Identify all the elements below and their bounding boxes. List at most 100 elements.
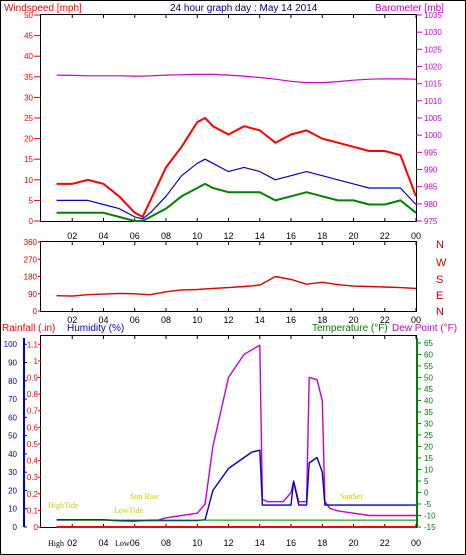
annotation-low-tide: LowTide [114,506,143,515]
y-tick-label: 35 [24,73,33,82]
rainfall-axis-ticks: 0 0.1 0.2 0.3 0.4 0.5 0.6 0.7 0.8 0.9 1 1.1 [27,340,41,532]
x-tick-label: 06 [130,231,140,241]
y-tick-label: 30 [24,93,33,102]
bottom-marker-low: Low [115,539,130,548]
y-tick-label: 985 [424,183,438,192]
y-tick-label: 0 [29,217,34,226]
y-tick-label: 1020 [424,63,442,72]
y-tick-label: 0.4 [27,457,39,466]
y-tick-label: 40 [24,52,33,61]
wind-direction-line [56,275,417,297]
y-tick-label: -5 [424,500,432,509]
wind-average-line [56,158,417,220]
y-tick-label: 360 [24,238,38,247]
y-tick-label: 270 [24,255,38,264]
x-tick-label: 12 [223,231,233,241]
y-tick-label: 990 [424,166,438,175]
y-tick-label: 1030 [424,28,442,37]
x-tick-label: 10 [192,231,202,241]
y-tick-label: 100 [4,340,18,349]
x-tick-label: 16 [286,538,296,548]
y-tick-label: 1015 [424,80,442,89]
x-tick-label: 22 [380,315,390,325]
y-tick-label: 35 [424,408,433,417]
wind-plot-area [40,14,417,222]
y-tick-label: 10 [24,176,33,185]
y-tick-label: -15 [424,523,436,532]
y-tick-label: 25 [24,114,33,123]
y-tick-label: 30 [424,419,433,428]
y-tick-label: 0 [33,307,38,316]
x-tick-label: 14 [255,538,265,548]
annotation-sun-set: SunSet [340,492,363,501]
x-tick-label: 08 [161,231,171,241]
x-tick-label: 22 [380,231,390,241]
bottom-tide-markers: High Low [48,539,130,548]
x-tick-label: 18 [317,538,327,548]
y-tick-label: 0.5 [27,440,39,449]
x-tick-label: 14 [255,315,265,325]
x-tick-label: 16 [286,315,296,325]
y-tick-label: 975 [424,217,438,226]
y-tick-label: 1005 [424,114,442,123]
barometer-line [56,73,417,84]
y-tick-label: 15 [424,454,433,463]
y-tick-label: 995 [424,148,438,157]
y-tick-label: 10 [8,505,17,514]
y-tick-label: 55 [424,362,433,371]
y-tick-label: 20 [424,442,433,451]
windspeed-label: Windspeed [mph] [4,3,82,14]
y-tick-label: 0.2 [27,490,39,499]
y-tick-label: 50 [8,432,17,441]
x-tick-label: 10 [192,315,202,325]
y-tick-label: 0.9 [27,374,39,383]
compass-label-n-top: N [436,239,444,251]
barometer-label: Barometer [mb] [375,3,444,14]
x-tick-label: 04 [98,315,108,325]
x-tick-label: 08 [161,315,171,325]
x-tick-label: 12 [223,315,233,325]
compass-label-n-bottom: N [436,306,444,318]
x-tick-label: 06 [130,538,140,548]
y-tick-label: 25 [424,431,433,440]
temperature-label: Temperature (°F) [312,323,388,334]
x-tick-label: 20 [348,231,358,241]
x-tick-label: 18 [317,231,327,241]
y-tick-label: 70 [8,395,17,404]
y-tick-label: 60 [8,413,17,422]
y-tick-label: 45 [424,385,433,394]
humidity-label: Humidity (%) [67,323,124,334]
compass-label-w: W [436,257,447,269]
y-tick-label: 15 [24,155,33,164]
y-tick-label: 5 [29,196,34,205]
windspeed-axis-ticks: 0 5 10 15 20 25 30 35 40 45 50 [24,11,40,226]
y-tick-label: 50 [24,11,33,20]
y-tick-label: 0.6 [27,423,39,432]
y-tick-label: 5 [424,477,429,486]
y-tick-label: 90 [28,290,37,299]
y-tick-label: 50 [424,373,433,382]
y-tick-label: 0 [34,523,39,532]
y-tick-label: 1025 [424,45,442,54]
compass-label-s: S [436,274,443,286]
wind-direction-plot-area [40,241,417,312]
wind-speed-line [56,182,417,222]
y-tick-label: 1035 [424,11,442,20]
annotation-high-tide: HighTide [48,501,79,510]
x-tick-label: 12 [223,538,233,548]
x-tick-label: 06 [130,315,140,325]
x-tick-label: 08 [161,538,171,548]
tide-sun-annotations: HighTide LowTide Sun Rise SunSet [48,492,363,515]
x-tick-label: 20 [348,315,358,325]
y-tick-label: 20 [24,135,33,144]
y-tick-label: 1.1 [27,340,39,349]
y-tick-label: 0 [424,488,429,497]
y-tick-label: 60 [424,350,433,359]
x-tick-label: 18 [317,315,327,325]
x-tick-label: 00 [411,231,421,241]
y-tick-label: 0.7 [27,407,39,416]
y-tick-label: 180 [24,273,38,282]
x-tick-label: 02 [67,315,77,325]
y-tick-label: 1010 [424,97,442,106]
